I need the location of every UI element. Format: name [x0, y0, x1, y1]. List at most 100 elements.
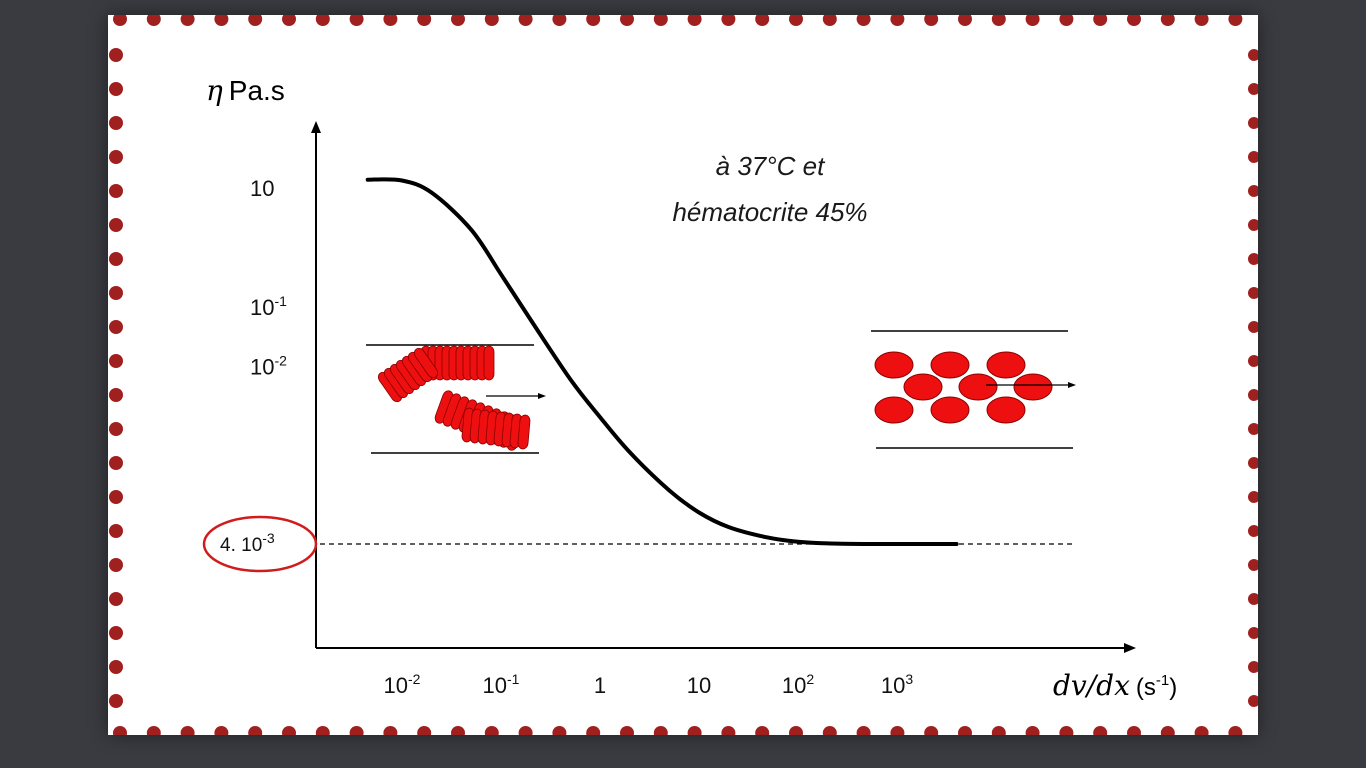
dotted-border	[109, 15, 1258, 735]
border-dot	[349, 726, 364, 735]
border-dot	[180, 15, 195, 26]
border-dot	[1248, 491, 1258, 503]
border-dot	[856, 15, 871, 26]
border-dot	[653, 726, 668, 735]
border-dot	[1248, 185, 1258, 197]
border-dot	[315, 726, 330, 735]
border-dot	[1248, 593, 1258, 605]
border-dot	[214, 15, 229, 26]
red-blood-cell	[1013, 373, 1053, 401]
border-dot	[1248, 423, 1258, 435]
border-dot	[1248, 389, 1258, 401]
border-dot	[856, 726, 871, 735]
highlighted-value-label: 4. 10-3	[220, 530, 275, 556]
y-tick-labels: 10 10-1 10-2	[250, 176, 287, 380]
border-dot	[1248, 627, 1258, 639]
border-dot	[924, 15, 939, 26]
border-dot	[789, 726, 803, 735]
dispersed-cells-illustration	[871, 330, 1076, 449]
x-tick-label: 10-1	[483, 671, 520, 698]
border-dot	[451, 15, 465, 26]
border-dot	[755, 15, 770, 26]
border-dot	[1025, 15, 1040, 26]
border-dot	[958, 15, 972, 26]
y-axis-title: η Pa.s	[206, 74, 285, 107]
border-dot	[1248, 457, 1258, 469]
x-tick-label: 10	[687, 673, 711, 698]
border-dot	[417, 726, 432, 735]
red-blood-cell	[930, 396, 970, 424]
border-dot	[518, 726, 533, 735]
border-dot	[1248, 355, 1258, 367]
border-dot	[451, 726, 465, 735]
border-dot	[109, 116, 123, 130]
border-dot	[586, 726, 601, 735]
border-dot	[924, 726, 939, 735]
border-dot	[1093, 726, 1108, 735]
border-dot	[214, 726, 229, 735]
border-dot	[109, 218, 123, 232]
border-dot	[383, 726, 398, 735]
border-dot	[109, 592, 123, 606]
border-dot	[1248, 321, 1258, 333]
border-dot	[1248, 253, 1258, 265]
viscosity-chart: η Pa.s dv/dx (s-1) 10-2 10-1 1 10 102 103 1010-…	[109, 15, 1258, 735]
border-dot	[1248, 151, 1258, 163]
border-dot	[315, 15, 330, 26]
border-dot	[109, 150, 123, 164]
flow-arrowhead-right	[1068, 382, 1076, 388]
x-tick-label: 102	[782, 671, 814, 698]
aggregated-cells-illustration	[366, 344, 546, 454]
border-dot	[248, 726, 263, 735]
border-dot	[1059, 726, 1074, 735]
border-dot	[1248, 219, 1258, 231]
border-dot	[1248, 661, 1258, 673]
border-dot	[109, 286, 123, 300]
border-dot	[109, 354, 123, 368]
border-dot	[146, 726, 161, 735]
x-axis-title: dv/dx (s-1)	[1053, 669, 1177, 702]
border-dot	[180, 726, 195, 735]
border-dot	[1248, 559, 1258, 571]
border-dot	[822, 15, 837, 26]
border-dot	[1194, 15, 1209, 26]
x-tick-label: 10-2	[384, 671, 421, 698]
y-axis-arrow	[311, 121, 321, 133]
border-dot	[113, 15, 127, 26]
border-dot	[958, 726, 972, 735]
red-blood-cell	[958, 373, 998, 401]
rouleaux-cells	[377, 345, 531, 451]
red-blood-cell	[413, 347, 439, 379]
red-blood-cell	[986, 396, 1026, 424]
border-dot	[109, 422, 123, 436]
border-dot	[687, 15, 702, 26]
red-blood-cell	[986, 351, 1026, 379]
x-tick-label: 1	[594, 673, 606, 698]
border-dot	[109, 48, 123, 62]
red-blood-cell	[874, 351, 914, 379]
border-dot	[586, 15, 601, 26]
border-dot	[1248, 117, 1258, 129]
border-dot	[383, 15, 398, 26]
border-dot	[109, 694, 123, 708]
border-dot	[109, 558, 123, 572]
border-dot	[1194, 726, 1209, 735]
border-dot	[890, 726, 905, 735]
border-dot	[109, 524, 123, 538]
red-blood-cell	[903, 373, 943, 401]
border-dot	[109, 626, 123, 640]
border-dot	[1127, 726, 1141, 735]
border-dot	[518, 15, 533, 26]
border-dot	[1160, 15, 1175, 26]
border-dot	[1025, 726, 1040, 735]
border-dot	[822, 726, 837, 735]
border-dot	[417, 15, 432, 26]
border-dot	[109, 490, 123, 504]
border-dot	[109, 82, 123, 96]
border-dot	[552, 15, 567, 26]
highlight-circle	[202, 515, 318, 573]
x-axis-arrow	[1124, 643, 1136, 653]
border-dot	[282, 15, 296, 26]
x-tick-labels: 10-2 10-1 1 10 102 103	[384, 671, 914, 698]
y-tick-label: 10-1	[250, 293, 287, 320]
